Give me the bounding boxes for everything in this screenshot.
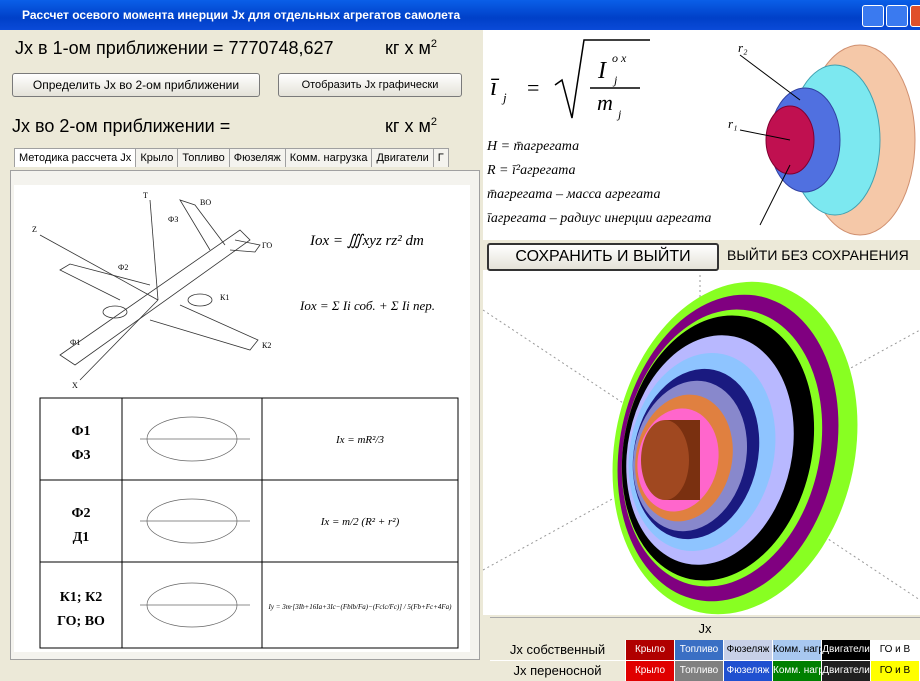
element-code: Ф2 [71, 506, 90, 521]
tab-strip: Методика рассчета Jx Крыло Топливо Фюзеляж К… [14, 148, 482, 167]
definition-line: m̄агрегата – масса агрегата [487, 187, 660, 202]
f-eq: = [527, 75, 539, 100]
definition-line: īагрегата – радиус инерции агрегата [487, 211, 711, 226]
approx1-unit: кг x м2 [385, 38, 437, 59]
legend-row-name: Jx переносной [490, 661, 625, 681]
inertia-formula: ī j = I o x j m j [490, 39, 650, 121]
legend-swatch: Топливо [675, 640, 723, 660]
tab[interactable]: Двигатели [371, 148, 434, 167]
title-bar: Рассчет осевого момента инерции Jx для о… [0, 0, 920, 30]
unit-sup: 2 [430, 38, 437, 50]
plane-label: ГО [262, 241, 272, 250]
unit-sup: 2 [430, 116, 437, 128]
plane-label: К1 [220, 293, 229, 302]
legend-swatch: Фюзеляж [724, 661, 772, 681]
legend-row-name: Jx собственный [490, 640, 625, 660]
sqrt-sign [554, 39, 650, 119]
f-den: m [597, 90, 613, 115]
close-button[interactable] [910, 5, 920, 27]
r2-label: r₂ [738, 40, 748, 55]
element-formula: Iy = 3m·[3Ib+16Ia+3Ic−(Fblb/Fa)−(Fclc/Fc… [268, 603, 453, 611]
element-formula: Ix = m/2 (R² + r²) [320, 516, 400, 528]
plane-sketch [39, 199, 261, 381]
legend: Jx собственный Крыло Топливо Фюзеляж Комм. н… [490, 640, 920, 681]
element-code: Ф1 [71, 424, 90, 439]
tab[interactable]: Г [432, 148, 449, 167]
f-num-sub: j [612, 73, 618, 87]
unit: кг x м [385, 116, 431, 136]
tab[interactable]: Фюзеляж [228, 148, 286, 167]
plane-label: К2 [262, 341, 271, 350]
element-sketch [140, 416, 250, 462]
tab[interactable]: Комм. нагрузка [284, 148, 373, 167]
f-num-sup: o x [612, 51, 627, 65]
cylinder-picture [739, 44, 916, 236]
plane-label: Т [143, 191, 148, 200]
maximize-button[interactable] [886, 5, 908, 27]
calc2-button[interactable]: Определить Jx во 2-ом приближении [12, 73, 260, 97]
legend-swatch: Комм. нагр. [773, 661, 821, 681]
element-code: К1; К2 [60, 590, 102, 605]
formula: Iox = Σ Ii соб. + Σ Ii пер. [299, 298, 435, 313]
plane-label: Ф1 [70, 338, 80, 347]
plane-label: Z [32, 225, 37, 234]
legend-swatch: Топливо [675, 661, 723, 681]
approx2-unit: кг x м2 [385, 116, 437, 137]
element-code: ГО; ВО [57, 614, 105, 629]
plane-label: Х [72, 381, 78, 390]
element-sketch [140, 498, 250, 544]
element-code: Ф3 [71, 448, 90, 463]
plane-label: ФЗ [168, 215, 178, 224]
approx1-value: 7770748,627 [228, 38, 334, 58]
r1-label: r₁ [728, 116, 738, 131]
f-lhs: ī [490, 72, 500, 101]
f-lhs-sub: j [501, 90, 507, 105]
approx1-label: Jx в 1-ом приближении = [15, 38, 229, 58]
definition-line: R = ī²агрегата [486, 163, 576, 178]
tab[interactable]: Методика рассчета Jx [14, 148, 137, 167]
formula: Iox = ∭xyz rz² dm [309, 233, 424, 249]
show-button[interactable]: Отобразить Jx графически [278, 73, 462, 97]
legend-swatch: Комм. нагр. [773, 640, 821, 660]
legend-swatch: ГО и В [871, 640, 919, 660]
legend-swatch: Двигатели [822, 661, 870, 681]
unit: кг x м [385, 38, 431, 58]
approx2-label: Jx во 2-ом приближении = [12, 116, 231, 136]
method-sheet [14, 185, 470, 652]
plane-label: ВО [200, 198, 211, 207]
element-code: Д1 [73, 530, 90, 545]
window-title: Рассчет осевого момента инерции Jx для о… [22, 8, 461, 22]
definition-line: H = m̄агрегата [486, 139, 579, 154]
tab[interactable]: Топливо [177, 148, 230, 167]
tab[interactable]: Крыло [135, 148, 179, 167]
legend-swatch: Крыло [626, 661, 674, 681]
element-formula: Ix = mR²/3 [335, 434, 384, 446]
legend-swatch: Фюзеляж [724, 640, 772, 660]
3d-disk [612, 281, 858, 615]
f-num: I [597, 58, 607, 84]
legend-swatch: Двигатели [822, 640, 870, 660]
element-sketch [140, 582, 250, 628]
save-button[interactable]: СОХРАНИТЬ И ВЫЙТИ [487, 243, 719, 271]
legend-header: Jx [490, 617, 920, 640]
minimize-button[interactable] [862, 5, 884, 27]
method-table [39, 397, 459, 649]
exit-button[interactable]: ВЫЙТИ БЕЗ СОХРАНЕНИЯ [727, 247, 909, 263]
f-den-sub: j [616, 107, 622, 121]
legend-swatch: Крыло [626, 640, 674, 660]
legend-swatch: ГО и В [871, 661, 919, 681]
approx1-row: Jx в 1-ом приближении = 7770748,627 [15, 38, 334, 59]
plane-label: Ф2 [118, 263, 128, 272]
